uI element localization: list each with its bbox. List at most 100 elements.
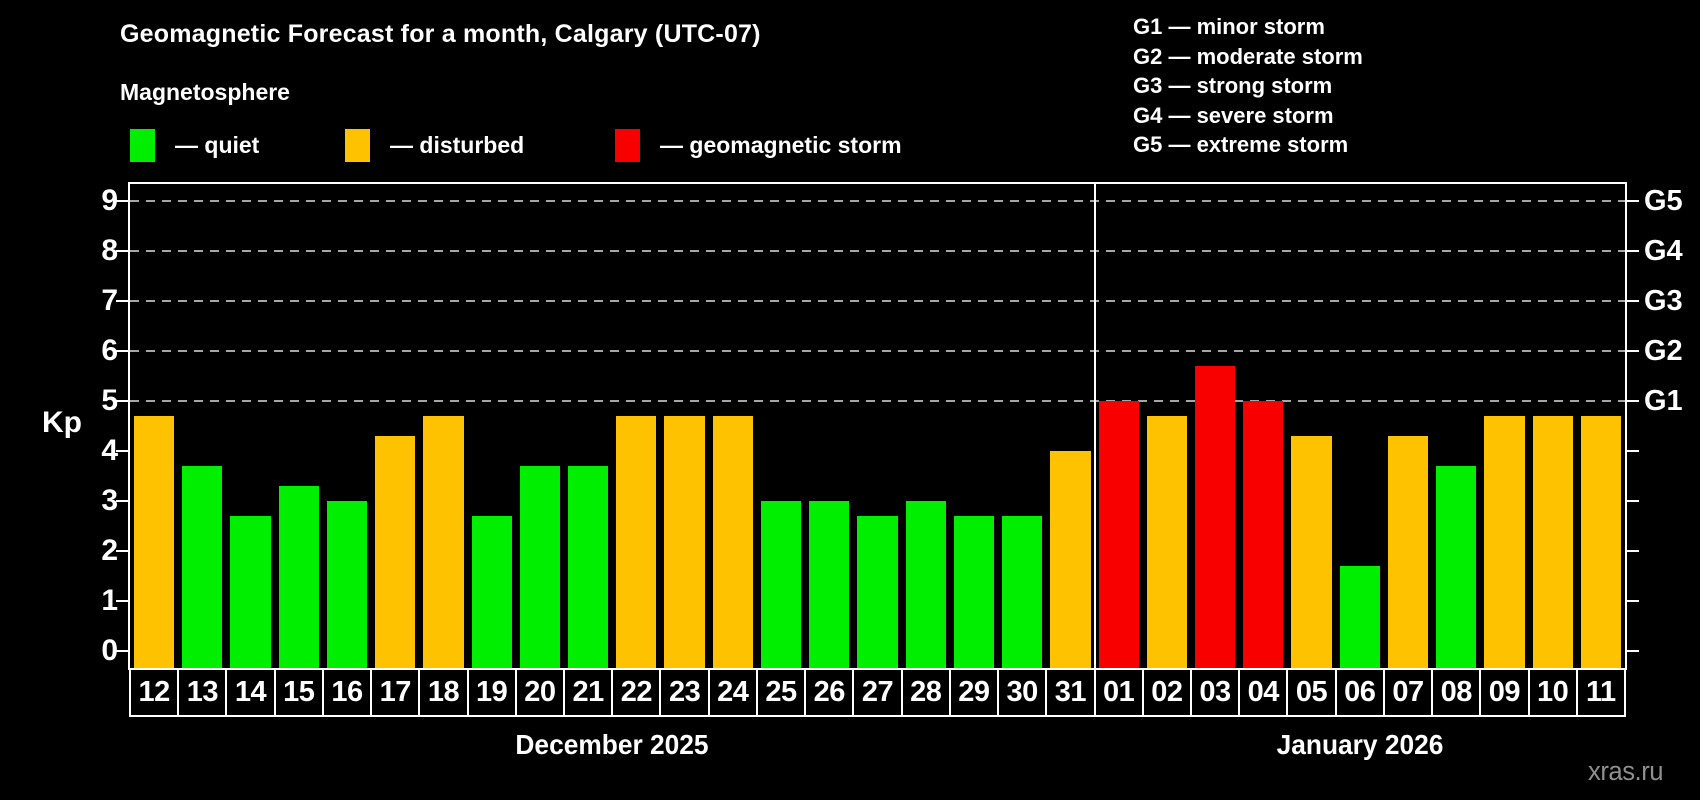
y-axis-tick-right	[1627, 350, 1639, 352]
kp-bar	[230, 516, 271, 668]
kp-bar	[471, 516, 512, 668]
kp-bar	[326, 501, 368, 668]
kp-bar	[375, 436, 416, 668]
kp-bar	[1291, 436, 1332, 668]
y-axis-tick-label: 1	[101, 584, 118, 617]
kp-bar	[134, 416, 175, 668]
legend-item-disturbed: — disturbed	[345, 127, 524, 163]
quiet-color-swatch-icon	[130, 128, 155, 162]
kp-bar	[1387, 436, 1429, 668]
y-axis-tick-left	[116, 400, 128, 402]
kp-bar	[519, 466, 561, 668]
kp-bar	[760, 501, 802, 668]
day-label: 12	[129, 668, 180, 717]
y-axis-tick-label: 0	[101, 634, 118, 667]
day-label: 31	[1045, 668, 1096, 717]
kp-bar	[905, 501, 946, 668]
y-axis-tick-label: 5	[101, 384, 118, 417]
y-axis-tick-left	[116, 300, 128, 302]
right-axis-label-g3: G3	[1644, 285, 1683, 317]
day-label: 30	[997, 668, 1048, 717]
y-axis-tick-right	[1627, 550, 1639, 552]
storm-scale-legend-line: G5 — extreme storm	[1133, 132, 1349, 157]
day-label: 07	[1382, 668, 1434, 717]
kp-bar	[1484, 416, 1525, 668]
kp-bar	[1050, 451, 1091, 668]
plot-area	[128, 182, 1627, 670]
y-axis-tick-label: 3	[101, 484, 118, 517]
storm-scale-legend-line: G3 — strong storm	[1133, 73, 1333, 98]
chart-title: Geomagnetic Forecast for a month, Calgar…	[120, 20, 761, 48]
legend-item-label: — quiet	[175, 131, 260, 158]
kp-bar	[568, 466, 609, 668]
y-axis-label: Kp	[42, 406, 82, 439]
day-label: 20	[514, 668, 566, 717]
day-label: 24	[707, 668, 758, 717]
watermark: xras.ru	[1588, 756, 1664, 786]
kp-bar	[1098, 401, 1139, 668]
month-label: January 2026	[1276, 729, 1444, 760]
chart-subtitle: Magnetosphere	[120, 79, 290, 105]
y-axis-tick-label: 7	[101, 284, 118, 317]
month-label: December 2025	[515, 729, 709, 760]
storm-scale-legend: G1 — minor storm G2 — moderate storm G3 — …	[1133, 12, 1363, 160]
kp-bar	[1146, 416, 1187, 668]
legend-item-label: — geomagnetic storm	[660, 131, 902, 158]
kp-bar	[664, 416, 705, 668]
y-axis-tick-right	[1627, 300, 1639, 302]
y-axis-tick-left	[116, 200, 128, 202]
legend-item-quiet: — quiet	[130, 127, 259, 163]
y-axis-tick-label: 6	[101, 334, 118, 367]
storm-scale-legend-line: G2 — moderate storm	[1133, 43, 1363, 69]
y-axis-tick-label: 8	[101, 234, 118, 267]
right-axis-label-g5: G5	[1644, 185, 1683, 217]
day-label: 26	[804, 668, 855, 717]
day-label: 21	[563, 668, 614, 717]
y-axis-tick-right	[1627, 650, 1639, 652]
y-axis-tick-left	[116, 350, 128, 352]
y-axis-tick-right	[1627, 200, 1639, 202]
day-label: 27	[852, 668, 903, 717]
kp-bar	[1002, 516, 1043, 668]
day-label: 13	[177, 668, 228, 717]
day-label: 10	[1527, 668, 1578, 717]
gridline-kp7	[130, 300, 1625, 302]
day-label: 01	[1093, 668, 1144, 717]
kp-bar	[1436, 466, 1477, 668]
gridline-kp8	[130, 250, 1625, 252]
kp-bar	[423, 416, 464, 668]
day-label: 22	[611, 668, 662, 717]
kp-bar	[1532, 416, 1573, 668]
y-axis-tick-left	[116, 250, 128, 252]
day-label: 08	[1431, 668, 1482, 717]
y-axis-tick-label: 4	[101, 434, 118, 467]
y-axis-tick-right	[1627, 450, 1639, 452]
kp-bar	[1243, 401, 1284, 668]
day-label: 29	[948, 668, 1000, 717]
disturbed-color-swatch-icon	[345, 128, 370, 162]
kp-bar	[953, 516, 995, 668]
kp-bar	[278, 486, 319, 668]
day-label: 18	[418, 668, 469, 717]
right-axis-label-g1: G1	[1644, 385, 1683, 417]
legend-item-label: — disturbed	[390, 131, 525, 158]
gridline-kp6	[130, 350, 1625, 352]
y-axis-tick-left	[116, 500, 128, 502]
day-label: 15	[273, 668, 324, 717]
gridline-kp9	[130, 200, 1625, 202]
day-label: 04	[1238, 668, 1289, 717]
y-axis-tick-left	[116, 650, 128, 652]
kp-bar	[182, 466, 223, 668]
kp-bar	[1339, 566, 1380, 668]
kp-bar	[712, 416, 753, 668]
day-label: 02	[1141, 668, 1192, 717]
y-axis-tick-right	[1627, 600, 1639, 602]
day-label: 09	[1479, 668, 1530, 717]
y-axis-tick-right	[1627, 250, 1639, 252]
kp-bar	[1194, 366, 1236, 668]
day-label: 16	[321, 668, 373, 717]
day-label: 05	[1286, 668, 1337, 717]
y-axis-tick-left	[116, 450, 128, 452]
kp-bar	[616, 416, 657, 668]
